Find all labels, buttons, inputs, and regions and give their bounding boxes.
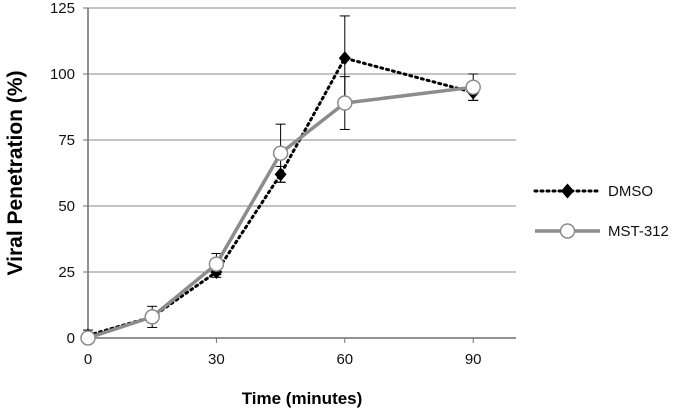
data-point-dmso: [274, 167, 287, 182]
series-line-mst-312: [87, 85, 474, 340]
data-point-mst-312: [208, 256, 225, 272]
data-point-mst-312: [465, 79, 481, 95]
legend-item-dmso: DMSO: [533, 183, 653, 200]
axes: [87, 8, 516, 339]
y-tick-label: 125: [50, 0, 75, 17]
legend-marker-dmso: [561, 183, 574, 199]
series-markers: [80, 51, 481, 346]
data-point-mst-312: [272, 145, 289, 161]
y-tick-label: 50: [58, 198, 75, 215]
legend: DMSO MST-312: [533, 183, 669, 240]
gridlines: [88, 7, 516, 273]
legend-label-mst-312: MST-312: [608, 223, 669, 240]
y-tick-label: 0: [67, 330, 75, 347]
x-axis-title: Time (minutes): [242, 389, 363, 408]
data-point-mst-312: [337, 95, 353, 111]
data-point-mst-312: [144, 309, 160, 325]
x-tick-label: 60: [336, 351, 353, 368]
y-tick-label: 100: [50, 66, 75, 83]
legend-item-mst-312: MST-312: [535, 223, 669, 240]
x-tick-label: 0: [84, 351, 92, 368]
y-tick-label: 25: [58, 264, 75, 281]
data-point-mst-312: [80, 330, 96, 346]
x-tick-labels: 0 30 60 90: [84, 338, 482, 368]
y-axis-title: Viral Penetration (%): [4, 71, 27, 276]
legend-marker-mst-312: [559, 223, 576, 239]
x-tick-label: 30: [208, 351, 225, 368]
series-line-dmso: [86, 56, 475, 337]
legend-label-dmso: DMSO: [608, 183, 653, 200]
x-tick-label: 90: [465, 351, 482, 368]
y-tick-label: 75: [58, 132, 75, 149]
series-lines: [86, 56, 475, 340]
data-point-dmso: [338, 51, 351, 66]
y-tick-labels: 0 25 50 75 100 125: [50, 0, 88, 347]
